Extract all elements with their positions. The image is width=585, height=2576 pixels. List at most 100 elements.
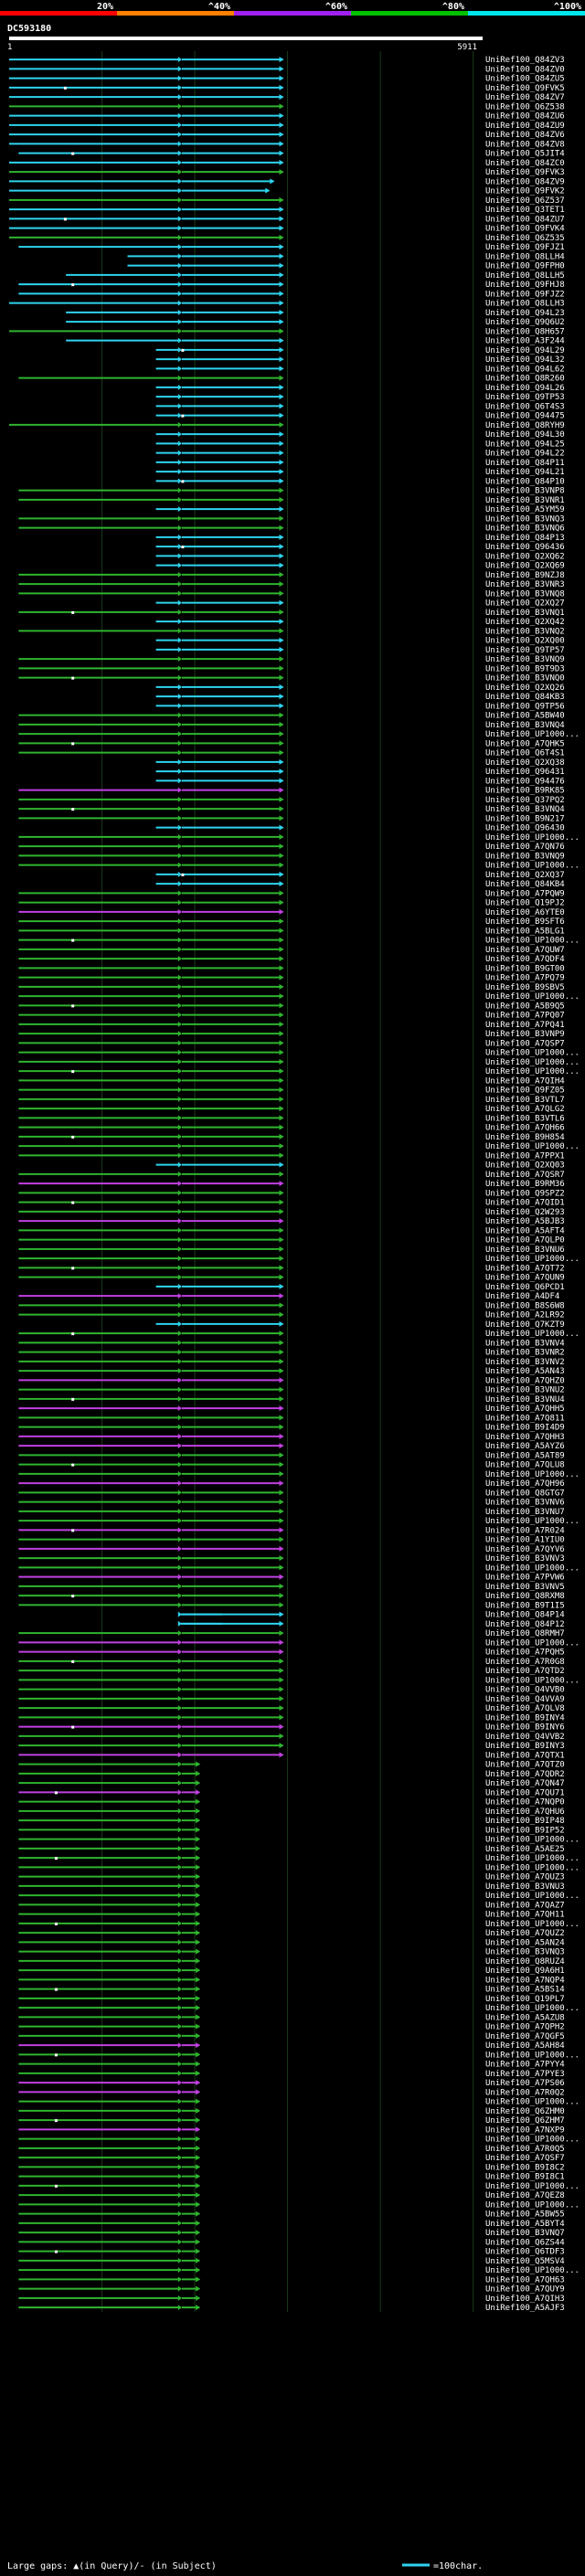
hit-label[interactable]: UniRef100_Q84ZU9 [485, 122, 565, 131]
hit-row[interactable]: UniRef100_A7QH11 [18, 1911, 565, 1920]
hit-label[interactable]: UniRef100_A7QEZ8 [485, 2191, 565, 2200]
hit-label[interactable]: UniRef100_A7Q811 [485, 1414, 565, 1423]
hit-row[interactable]: UniRef100_B3VNU3 [18, 1882, 565, 1892]
hit-row[interactable]: UniRef100_UP1000... [18, 862, 580, 871]
hit-label[interactable]: UniRef100_Q94476 [485, 777, 565, 786]
hit-label[interactable]: UniRef100_A4DF4 [485, 1292, 559, 1301]
hit-row[interactable]: UniRef100_A7QEZ8 [18, 2191, 565, 2200]
hit-row[interactable]: UniRef100_Q8LLH3 [9, 300, 565, 309]
hit-row[interactable]: UniRef100_UP1000... [18, 1330, 580, 1339]
hit-row[interactable]: UniRef100_Q84ZU7 [9, 215, 565, 224]
hit-row[interactable]: UniRef100_A7QDF4 [18, 955, 565, 964]
hit-label[interactable]: UniRef100_A7PQ07 [485, 1012, 565, 1021]
hit-label[interactable]: UniRef100_Q84KB4 [485, 880, 565, 889]
hit-label[interactable]: UniRef100_A7R0G8 [485, 1658, 565, 1667]
hit-row[interactable]: UniRef100_A7QHU6 [18, 1807, 565, 1817]
hit-label[interactable]: UniRef100_B9I4D9 [485, 1424, 565, 1433]
hit-label[interactable]: UniRef100_B9RM36 [485, 1180, 565, 1189]
hit-row[interactable]: UniRef100_UP1000... [18, 937, 580, 946]
hit-label[interactable]: UniRef100_Q2XQ26 [485, 684, 565, 693]
hit-label[interactable]: UniRef100_Q2XQ37 [485, 871, 565, 880]
hit-row[interactable]: UniRef100_A7QTD2 [18, 1667, 565, 1676]
hit-label[interactable]: UniRef100_B3VNQ9 [485, 655, 565, 664]
hit-row[interactable]: UniRef100_A2LR92 [18, 1311, 565, 1320]
hit-label[interactable]: UniRef100_Q84KB3 [485, 693, 565, 702]
hit-label[interactable]: UniRef100_Q9TP53 [485, 393, 565, 402]
hit-row[interactable]: UniRef100_Q2XQ69 [155, 562, 565, 571]
hit-label[interactable]: UniRef100_A7QHU6 [485, 1807, 565, 1817]
hit-label[interactable]: UniRef100_A5AE25 [485, 1845, 565, 1854]
hit-row[interactable]: UniRef100_UP1000... [18, 833, 580, 843]
hit-row[interactable]: UniRef100_A7QHH5 [18, 1405, 565, 1414]
hit-label[interactable]: UniRef100_UP1000... [485, 862, 580, 871]
hit-label[interactable]: UniRef100_UP1000... [485, 1638, 580, 1648]
hit-label[interactable]: UniRef100_A7QH63 [485, 2275, 565, 2284]
hit-row[interactable]: UniRef100_A7PQW9 [18, 889, 565, 898]
hit-label[interactable]: UniRef100_A5AJF3 [485, 2304, 565, 2313]
hit-label[interactable]: UniRef100_A5AN43 [485, 1367, 565, 1376]
hit-label[interactable]: UniRef100_A7QUZ3 [485, 1873, 565, 1882]
hit-row[interactable]: UniRef100_A7QLV8 [18, 1704, 565, 1713]
hit-label[interactable]: UniRef100_Q2XQ00 [485, 637, 565, 646]
hit-row[interactable]: UniRef100_Q2XQ42 [155, 618, 565, 627]
hit-label[interactable]: UniRef100_Q8LLH4 [485, 252, 565, 261]
hit-label[interactable]: UniRef100_Q8GTG7 [485, 1489, 565, 1498]
hit-label[interactable]: UniRef100_B8S6W8 [485, 1301, 565, 1310]
hit-row[interactable]: UniRef100_A7QIH3 [18, 2295, 565, 2304]
hit-row[interactable]: UniRef100_A5B9Q5 [18, 1002, 565, 1011]
hit-label[interactable]: UniRef100_UP1000... [485, 1142, 580, 1151]
hit-label[interactable]: UniRef100_A5AH84 [485, 2041, 565, 2051]
hit-label[interactable]: UniRef100_A7PQH5 [485, 1648, 565, 1658]
hit-row[interactable]: UniRef100_Q9Q6U2 [66, 318, 565, 327]
hit-row[interactable]: UniRef100_B3VNU2 [18, 1386, 565, 1395]
hit-label[interactable]: UniRef100_UP1000... [485, 2266, 580, 2275]
hit-label[interactable]: UniRef100_UP1000... [485, 1067, 580, 1076]
hit-label[interactable]: UniRef100_A7PYY4 [485, 2061, 565, 2070]
hit-row[interactable]: UniRef100_UP1000... [18, 1920, 580, 1929]
hit-label[interactable]: UniRef100_Q8R260 [485, 375, 565, 384]
hit-row[interactable]: UniRef100_B3VNV2 [18, 1358, 565, 1367]
hit-label[interactable]: UniRef100_A7QIH3 [485, 2295, 565, 2304]
hit-label[interactable]: UniRef100_A7QUZ2 [485, 1929, 565, 1938]
hit-label[interactable]: UniRef100_B9NZJ8 [485, 571, 565, 580]
hit-label[interactable]: UniRef100_UP1000... [485, 1049, 580, 1058]
hit-row[interactable]: UniRef100_Q8RXM8 [18, 1592, 565, 1601]
hit-row[interactable]: UniRef100_B9GT00 [18, 964, 565, 973]
hit-label[interactable]: UniRef100_A7QIH4 [485, 1076, 565, 1086]
hit-label[interactable]: UniRef100_Q6ZHM7 [485, 2116, 565, 2125]
hit-label[interactable]: UniRef100_A7QPH2 [485, 2023, 565, 2032]
hit-row[interactable]: UniRef100_A7PPX1 [18, 1151, 565, 1161]
hit-label[interactable]: UniRef100_UP1000... [485, 2004, 580, 2013]
hit-label[interactable]: UniRef100_UP1000... [485, 1863, 580, 1872]
hit-row[interactable]: UniRef100_Q5JIT4 [18, 150, 565, 159]
hit-label[interactable]: UniRef100_Q9FVK4 [485, 225, 565, 234]
hit-label[interactable]: UniRef100_Q94L22 [485, 450, 565, 459]
hit-row[interactable]: UniRef100_Q84ZV6 [9, 131, 565, 140]
hit-row[interactable]: UniRef100_Q84ZV3 [9, 56, 565, 65]
hit-label[interactable]: UniRef100_UP1000... [485, 2051, 580, 2060]
hit-label[interactable]: UniRef100_A7QU71 [485, 1788, 565, 1797]
hit-label[interactable]: UniRef100_B9H854 [485, 1133, 565, 1142]
hit-row[interactable]: UniRef100_Q9FPH0 [127, 262, 565, 271]
hit-label[interactable]: UniRef100_B3VNU2 [485, 1386, 565, 1395]
hit-label[interactable]: UniRef100_A7PYE3 [485, 2070, 565, 2079]
hit-row[interactable]: UniRef100_B3VNU4 [18, 1395, 565, 1405]
hit-row[interactable]: UniRef100_A7R0Q2 [18, 2088, 565, 2097]
hit-row[interactable]: UniRef100_Q84P10 [155, 477, 565, 486]
hit-label[interactable]: UniRef100_B9T1I5 [485, 1601, 565, 1610]
hit-row[interactable]: UniRef100_A5YM59 [155, 505, 565, 514]
hit-label[interactable]: UniRef100_B3VNQ6 [485, 525, 565, 534]
hit-row[interactable]: UniRef100_UP1000... [18, 2136, 580, 2145]
hit-label[interactable]: UniRef100_A5AZU8 [485, 2013, 565, 2022]
hit-row[interactable]: UniRef100_Q84P13 [155, 534, 565, 543]
hit-label[interactable]: UniRef100_A7QTX1 [485, 1751, 565, 1760]
hit-label[interactable]: UniRef100_A7PPX1 [485, 1151, 565, 1161]
hit-label[interactable]: UniRef100_B9I8C1 [485, 2173, 565, 2182]
hit-label[interactable]: UniRef100_B3VNP9 [485, 1030, 565, 1039]
hit-row[interactable]: UniRef100_Q6PCD1 [155, 1283, 565, 1292]
hit-row[interactable]: UniRef100_Q8RMH7 [18, 1629, 565, 1638]
hit-row[interactable]: UniRef100_Q8RUZ4 [18, 1957, 565, 1966]
hit-row[interactable]: UniRef100_B9I8C1 [18, 2173, 565, 2182]
hit-row[interactable]: UniRef100_B9I4D9 [18, 1424, 565, 1433]
hit-label[interactable]: UniRef100_Q94L62 [485, 365, 565, 374]
